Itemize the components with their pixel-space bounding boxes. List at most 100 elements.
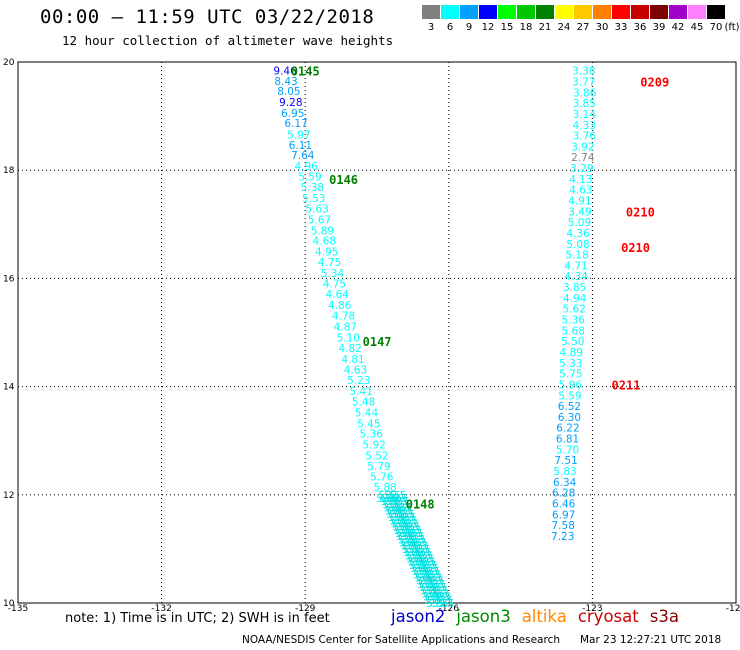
wave-height-value: 4.96: [294, 161, 318, 173]
cluster-mark: 5.5: [400, 512, 417, 524]
cluster-mark: 5.5: [395, 528, 412, 540]
wave-height-value: 4.81: [341, 354, 364, 366]
wave-height-value: 5.45: [357, 418, 380, 430]
y-tick-label: 10: [3, 599, 15, 609]
wave-height-value: 5.88: [373, 482, 396, 494]
wave-height-value: 2.74: [571, 152, 595, 164]
wave-height-value: 5.41: [350, 386, 373, 398]
satellite-legend: jason2 jason3 altika cryosat s3a: [391, 607, 690, 626]
wave-height-value: 4.34: [564, 271, 588, 283]
wave-height-value: 5.96: [559, 379, 583, 391]
cluster-mark: 5.5: [412, 553, 429, 565]
cluster-mark: 5.5: [415, 573, 432, 585]
wave-height-value: 5.44: [355, 408, 379, 420]
satellite-name: jason3: [456, 607, 511, 626]
cluster-mark: 5.5: [398, 509, 415, 521]
cluster-mark: 5.5: [390, 490, 407, 502]
wave-height-value: 4.89: [560, 347, 583, 359]
cluster-mark: 5.5: [409, 534, 426, 546]
legend-swatch: [612, 5, 630, 19]
cluster-mark: 5.5: [397, 506, 414, 518]
cluster-mark: 5.5: [433, 588, 450, 600]
cluster-mark: 5.5: [413, 569, 430, 581]
wave-height-value: 3.86: [573, 87, 597, 99]
cluster-mark: 5.5: [411, 563, 428, 575]
cluster-mark: 5.5: [401, 515, 418, 527]
y-tick-label: 12: [3, 491, 14, 501]
wave-height-value: 7.58: [552, 520, 575, 532]
wave-height-value: 5.38: [301, 182, 324, 194]
wave-height-value: 9.28: [279, 97, 302, 109]
cluster-mark: 5.5: [416, 576, 433, 588]
cluster-mark: 5.5: [430, 595, 447, 607]
cluster-mark: 5.5: [402, 518, 419, 530]
cluster-mark: 5.5: [405, 538, 422, 550]
y-tick-label: 20: [3, 58, 15, 68]
cluster-mark: 5.5: [399, 538, 416, 550]
cluster-mark: 5.5: [414, 544, 431, 556]
wave-height-value: 5.53: [302, 193, 325, 205]
wave-height-value: 6.46: [552, 498, 576, 510]
x-tick-label: -129: [295, 604, 316, 614]
legend-bin-label: 3: [427, 22, 435, 33]
wave-height-value: 4.13: [569, 174, 592, 186]
wave-height-value: 6.95: [281, 108, 304, 120]
wave-height-value: 5.75: [559, 369, 582, 381]
cluster-mark: 5.5: [382, 499, 399, 511]
wave-height-value: 6.28: [552, 488, 575, 500]
cluster-mark: 5.5: [402, 544, 419, 556]
legend-bin-label: 33: [614, 22, 628, 33]
cluster-mark: 5.5: [404, 522, 421, 534]
wave-height-value: 3.77: [572, 76, 595, 88]
cluster-mark: 5.5: [402, 531, 419, 543]
cluster-mark: 5.5: [392, 522, 409, 534]
x-tick-label: -132: [151, 604, 171, 614]
cluster-mark: 5.5: [415, 560, 432, 572]
wave-height-value: 5.63: [305, 204, 328, 216]
wave-height-value: 4.86: [328, 300, 352, 312]
wave-height-value: 7.64: [291, 150, 315, 162]
wave-height-value: 4.36: [566, 228, 590, 240]
wave-height-value: 5.83: [553, 466, 576, 478]
legend-swatch: [479, 5, 497, 19]
y-tick-label: 16: [3, 274, 15, 284]
legend-bin-label: 42: [671, 22, 685, 33]
legend-swatch: [688, 5, 706, 19]
satellite-name: altika: [521, 607, 567, 626]
cluster-mark: 5.5: [387, 509, 404, 521]
wave-height-value: 6.81: [556, 434, 579, 446]
wave-height-value: 8.05: [277, 86, 300, 98]
wave-height-value: 5.34: [321, 268, 345, 280]
wave-height-value: 5.08: [566, 239, 589, 251]
wave-height-value: 8.43: [274, 76, 297, 88]
cluster-mark: 5.5: [432, 598, 449, 610]
legend-swatch: [650, 5, 668, 19]
wave-height-values: 9.468.438.059.286.956.175.976.117.644.96…: [273, 66, 596, 543]
wave-height-value: 4.95: [315, 246, 338, 258]
cluster-mark: 5.5: [412, 541, 429, 553]
legend-swatch: [669, 5, 687, 19]
pass-time-label: 0148: [406, 497, 435, 511]
wave-height-value: 5.52: [365, 450, 388, 462]
wave-height-value: 4.33: [573, 120, 596, 132]
wave-height-value: 5.68: [562, 325, 585, 337]
wave-height-value: 6.22: [556, 423, 579, 435]
legend-bin-label: 39: [652, 22, 666, 33]
cluster-mark: 5.5: [395, 503, 412, 515]
cluster-mark: 5.5: [393, 496, 410, 508]
wave-height-value: 6.17: [284, 118, 307, 130]
pass-time-label: 0210: [626, 205, 655, 219]
wave-height-value: 3.49: [568, 206, 591, 218]
wave-height-value: 4.87: [334, 322, 357, 334]
chart-title: 00:00 – 11:59 UTC 03/22/2018: [40, 6, 375, 28]
cluster-mark: 5.5: [425, 569, 442, 581]
cluster-mark: 5.5: [406, 553, 423, 565]
wave-height-value: 4.64: [326, 289, 350, 301]
legend-swatch: [631, 5, 649, 19]
legend-swatch: [593, 5, 611, 19]
cluster-mark: 5.5: [422, 588, 439, 600]
cluster-mark: 5.5: [429, 592, 446, 604]
wave-height-value: 5.70: [556, 444, 579, 456]
wave-height-value: 4.63: [569, 185, 592, 197]
plot-frame: [17, 61, 737, 604]
